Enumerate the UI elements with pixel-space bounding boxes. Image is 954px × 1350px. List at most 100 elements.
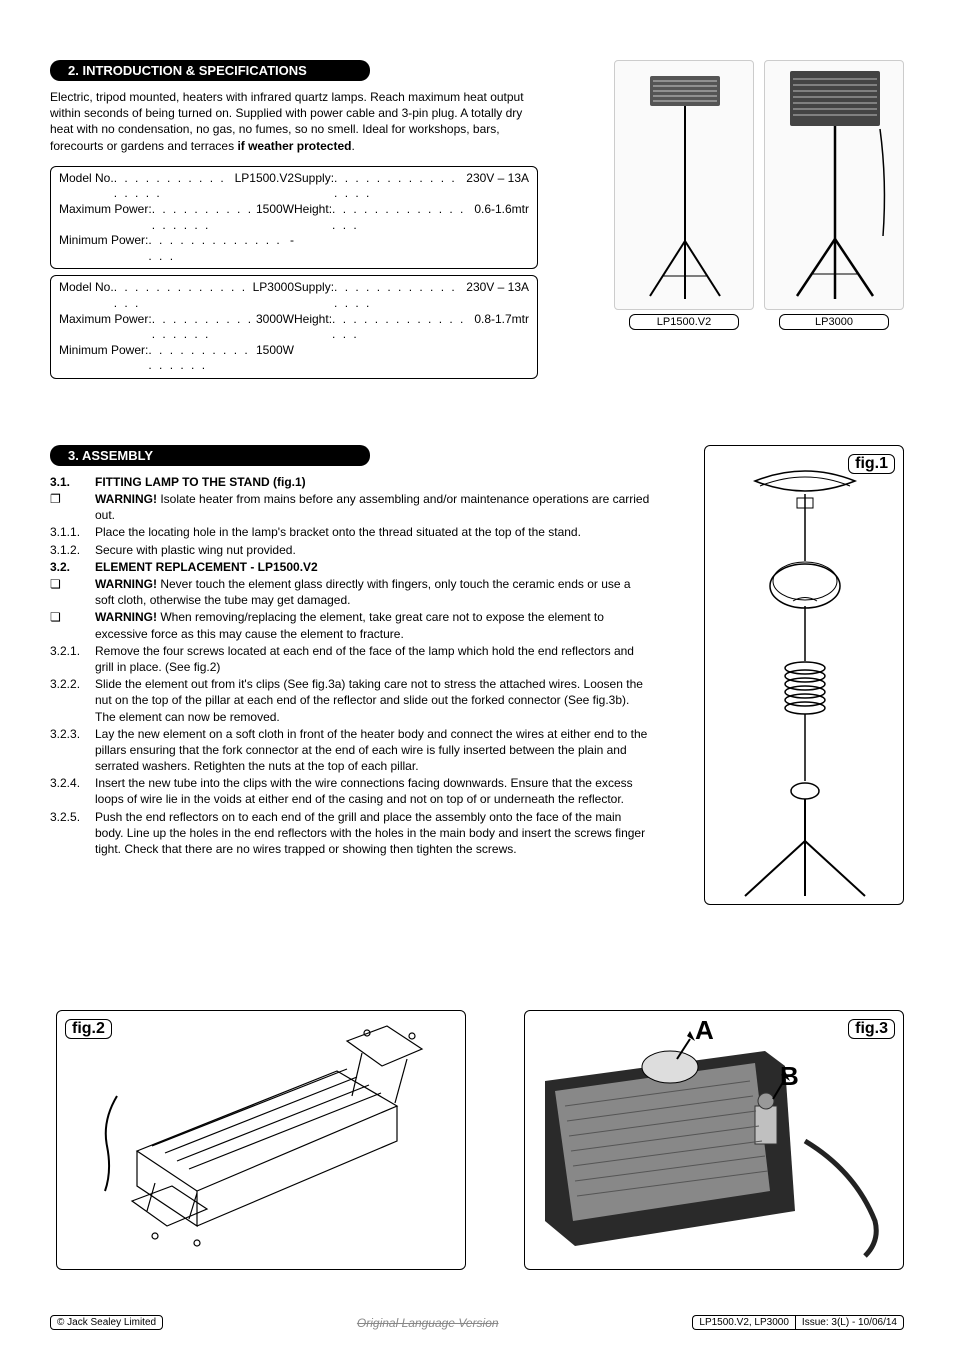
assembly-number: 3.2.2.: [50, 676, 95, 725]
assembly-text: WARNING! Isolate heater from mains befor…: [95, 491, 650, 523]
warning-label: WARNING!: [95, 577, 160, 591]
figure-3-label: fig.3: [848, 1019, 895, 1039]
assembly-text: ELEMENT REPLACEMENT - LP1500.V2: [95, 559, 650, 575]
page: 2. INTRODUCTION & SPECIFICATIONS Electri…: [0, 0, 954, 1350]
figure-2: fig.2: [56, 1010, 466, 1270]
spec-value: 3000W: [256, 312, 294, 343]
spec-dots: . . . . . . . . . . . . . . . .: [152, 202, 256, 233]
spec-row: Supply: . . . . . . . . . . . . . . . . …: [294, 280, 529, 311]
spec-row: Maximum Power: . . . . . . . . . . . . .…: [59, 312, 294, 343]
spec-row: Minimum Power: . . . . . . . . . . . . .…: [59, 233, 294, 264]
spec-dots: . . . . . . . . . . . . . . . .: [332, 312, 474, 343]
warning-label: WARNING!: [95, 492, 160, 506]
spec-row: Maximum Power: . . . . . . . . . . . . .…: [59, 202, 294, 233]
spec-dots: . . . . . . . . . . . . . . . .: [152, 312, 256, 343]
assembly-number: 3.2.1.: [50, 643, 95, 675]
warning-label: WARNING!: [95, 610, 160, 624]
spec-column: Supply: . . . . . . . . . . . . . . . . …: [294, 280, 529, 374]
warning-text: Isolate heater from mains before any ass…: [95, 492, 649, 522]
spec-label: Supply:: [294, 171, 334, 202]
spec-column: Supply: . . . . . . . . . . . . . . . . …: [294, 171, 529, 265]
spec-dots: . . . . . . . . . . . . . . . .: [334, 171, 466, 202]
assembly-row: 3.1.2.Secure with plastic wing nut provi…: [50, 542, 650, 558]
spec-value: LP1500.V2: [235, 171, 294, 202]
product-caption-2: LP3000: [779, 314, 889, 330]
assembly-text: FITTING LAMP TO THE STAND (fig.1): [95, 474, 650, 490]
figure-3-letter-a: A: [695, 1015, 714, 1046]
spec-dots: . . . . . . . . . . . . . . . .: [148, 343, 256, 374]
assembly-number: 3.2.: [50, 559, 95, 575]
figure-3-letter-b: B: [780, 1061, 799, 1092]
figure-1-label: fig.1: [848, 454, 895, 474]
footer-copyright: © Jack Sealey Limited: [50, 1315, 163, 1330]
spec-value: LP3000: [253, 280, 294, 311]
assembly-row: 3.2.4.Insert the new tube into the clips…: [50, 775, 650, 807]
spec-label: Minimum Power:: [59, 233, 148, 264]
assembly-text: WARNING! When removing/replacing the ele…: [95, 609, 650, 641]
figure-3-illustration: [525, 1011, 905, 1271]
assembly-text: Insert the new tube into the clips with …: [95, 775, 650, 807]
spec-label: Maximum Power:: [59, 202, 152, 233]
spec-column: Model No. . . . . . . . . . . . . . . . …: [59, 171, 294, 265]
assembly-text: Secure with plastic wing nut provided.: [95, 542, 650, 558]
warning-text: Never touch the element glass directly w…: [95, 577, 631, 607]
assembly-text: Lay the new element on a soft cloth in f…: [95, 726, 650, 775]
heater-illustration-2: [765, 61, 905, 311]
assembly-number: ❏: [50, 576, 95, 608]
assembly-number: 3.1.2.: [50, 542, 95, 558]
intro-text-bold: if weather protected: [237, 139, 351, 153]
spec-row: Model No. . . . . . . . . . . . . . . . …: [59, 280, 294, 311]
assembly-row: 3.2.ELEMENT REPLACEMENT - LP1500.V2: [50, 559, 650, 575]
assembly-number: ❐: [50, 491, 95, 523]
assembly-row: 3.2.5.Push the end reflectors on to each…: [50, 809, 650, 858]
spec-row: Height: . . . . . . . . . . . . . . . . …: [294, 202, 529, 233]
assembly-row: ❐WARNING! Isolate heater from mains befo…: [50, 491, 650, 523]
footer-issue: Issue: 3(L) - 10/06/14: [795, 1315, 904, 1330]
product-image-lp1500: LP1500.V2: [614, 60, 754, 330]
intro-paragraph: Electric, tripod mounted, heaters with i…: [50, 89, 540, 154]
figure-1-illustration: [705, 446, 905, 906]
warning-text: When removing/replacing the element, tak…: [95, 610, 604, 640]
assembly-number: 3.1.: [50, 474, 95, 490]
spec-value: 230V – 13A: [466, 171, 529, 202]
assembly-row: 3.2.1.Remove the four screws located at …: [50, 643, 650, 675]
assembly-number: ❏: [50, 609, 95, 641]
spec-dots: . . . . . . . . . . . . . . . .: [114, 171, 235, 202]
assembly-row: ❏WARNING! When removing/replacing the el…: [50, 609, 650, 641]
spec-dots: . . . . . . . . . . . . . . . .: [332, 202, 474, 233]
spec-box: Model No. . . . . . . . . . . . . . . . …: [50, 275, 538, 379]
product-images: LP1500.V2: [614, 60, 904, 330]
spec-column: Model No. . . . . . . . . . . . . . . . …: [59, 280, 294, 374]
spec-label: Height:: [294, 312, 332, 343]
spec-value: 1500W: [256, 202, 294, 233]
assembly-row: 3.1.1.Place the locating hole in the lam…: [50, 524, 650, 540]
figure-2-label: fig.2: [65, 1019, 112, 1039]
assembly-row: 3.2.2.Slide the element out from it's cl…: [50, 676, 650, 725]
product-image-lp3000: LP3000: [764, 60, 904, 330]
assembly-number: 3.2.5.: [50, 809, 95, 858]
spec-box: Model No. . . . . . . . . . . . . . . . …: [50, 166, 538, 270]
spec-label: Supply:: [294, 280, 334, 311]
spec-value: 0.6-1.6mtr: [474, 202, 529, 233]
spec-dots: . . . . . . . . . . . . . . . .: [334, 280, 466, 311]
assembly-number: 3.1.1.: [50, 524, 95, 540]
spec-value: 1500W: [256, 343, 294, 374]
section-2-header: 2. INTRODUCTION & SPECIFICATIONS: [50, 60, 370, 81]
spec-label: Model No.: [59, 280, 114, 311]
assembly-row: 3.1.FITTING LAMP TO THE STAND (fig.1): [50, 474, 650, 490]
spec-row: Height: . . . . . . . . . . . . . . . . …: [294, 312, 529, 343]
spec-label: Maximum Power:: [59, 312, 152, 343]
spec-row: Minimum Power: . . . . . . . . . . . . .…: [59, 343, 294, 374]
footer-models: LP1500.V2, LP3000: [692, 1315, 795, 1330]
section-3-header: 3. ASSEMBLY: [50, 445, 370, 466]
assembly-number: 3.2.3.: [50, 726, 95, 775]
assembly-row: ❏WARNING! Never touch the element glass …: [50, 576, 650, 608]
figure-1: fig.1: [704, 445, 904, 905]
assembly-text: Place the locating hole in the lamp's br…: [95, 524, 650, 540]
assembly-number: 3.2.4.: [50, 775, 95, 807]
spec-row: Model No. . . . . . . . . . . . . . . . …: [59, 171, 294, 202]
intro-text-end: .: [351, 139, 354, 153]
spec-dots: . . . . . . . . . . . . . . . .: [114, 280, 253, 311]
spec-value: 0.8-1.7mtr: [474, 312, 529, 343]
assembly-text: Slide the element out from it's clips (S…: [95, 676, 650, 725]
